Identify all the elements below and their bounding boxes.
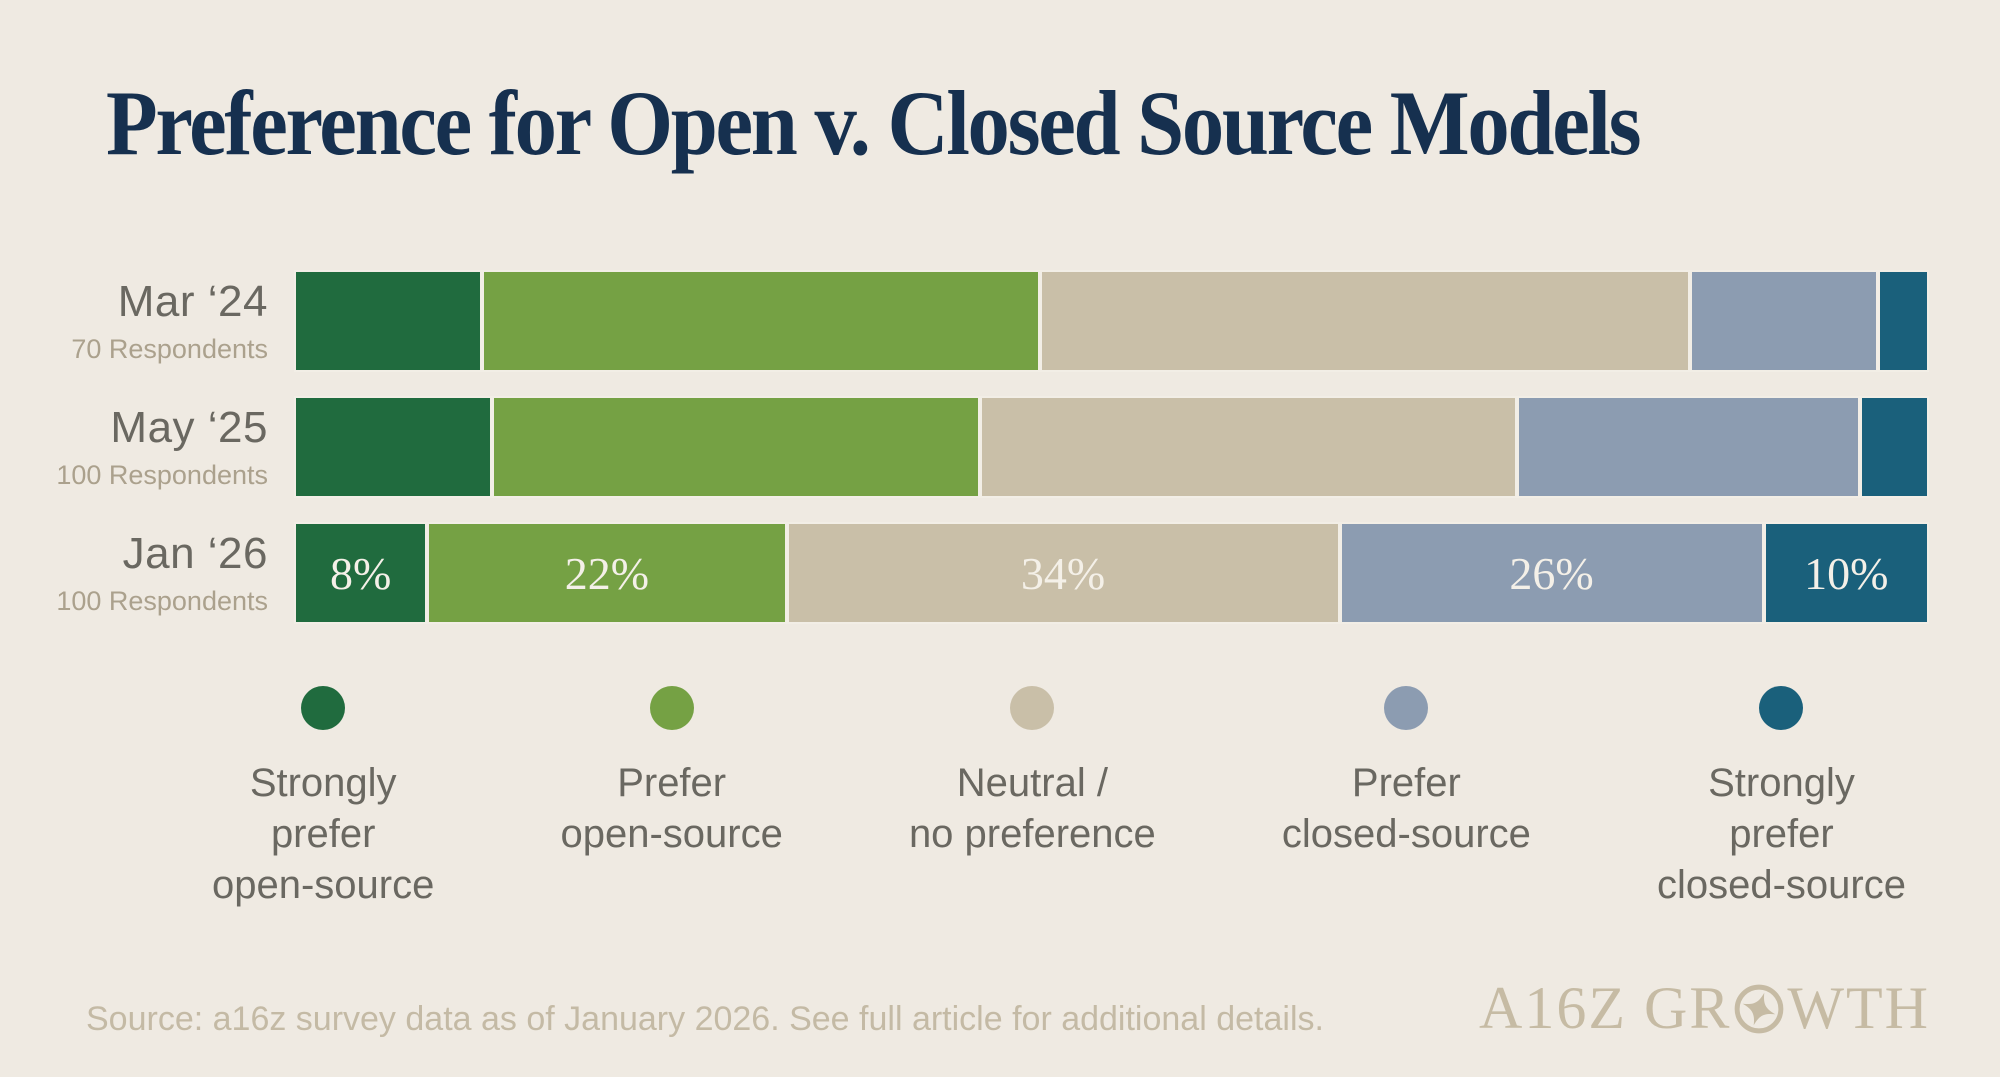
legend-dot: [1384, 686, 1429, 730]
legend-label: Prefer closed-source: [1282, 758, 1531, 860]
segment-value-label: 22%: [564, 547, 650, 599]
segment-value-label: 8%: [329, 547, 392, 599]
row-respondents: 100 Respondents: [56, 586, 268, 616]
row-respondents: 100 Respondents: [56, 460, 268, 490]
legend-label-line: Neutral /: [956, 761, 1108, 805]
segment-value-label: 26%: [1509, 547, 1594, 599]
legend-label: Prefer open-source: [560, 758, 782, 860]
legend-label-line: Strongly: [1708, 761, 1855, 805]
bar-segment-neutral-no-preference: [980, 396, 1518, 498]
bar-segment-prefer-closed-source: [1690, 270, 1879, 372]
legend-label: Neutral / no preference: [909, 758, 1156, 860]
chart-row-jan-26: Jan ‘26 100 Respondents 8% 22% 34% 26% 10%: [56, 522, 1929, 624]
row-period: Mar ‘24: [117, 277, 268, 326]
bar-segment-prefer-closed-source: [1517, 396, 1861, 498]
row-label: Jan ‘26 100 Respondents: [56, 522, 294, 624]
stacked-bar-chart: Mar ‘24 70 Respondents May ‘25 100 Responde…: [56, 270, 1929, 648]
segment-value-label: 34%: [1020, 547, 1106, 599]
row-respondents: 70 Respondents: [71, 334, 268, 364]
legend-label-line: Prefer: [617, 761, 727, 805]
logo-text-right: WTH: [1787, 975, 1930, 1041]
chart-row-mar-24: Mar ‘24 70 Respondents: [71, 270, 1929, 372]
legend-item-neutral-no-preference: Neutral / no preference: [909, 686, 1156, 860]
a16z-growth-logo: A16Z GR WTH: [1479, 974, 1930, 1043]
legend-label: Strongly prefer open-source: [212, 758, 434, 912]
legend-label-line: prefer: [1729, 812, 1834, 857]
bar-segment-prefer-open-source: [491, 396, 981, 498]
source-note: Source: a16z survey data as of January 2…: [86, 1000, 1324, 1038]
legend-label-line: closed-source: [1656, 863, 1906, 908]
row-period: Jan ‘26: [122, 529, 268, 578]
legend-label-line: no preference: [908, 812, 1156, 857]
star-in-circle-o-icon: [1735, 984, 1784, 1033]
legend-label-line: Prefer: [1351, 761, 1461, 805]
row-label: Mar ‘24 70 Respondents: [71, 270, 294, 372]
legend-label: Strongly prefer closed-source: [1657, 758, 1906, 912]
legend-dot: [649, 686, 694, 730]
logo-text-left: A16Z GR: [1479, 975, 1732, 1041]
legend-item-prefer-closed-source: Prefer closed-source: [1282, 686, 1531, 860]
bar-segment-strongly-prefer-open-source: [294, 396, 492, 498]
bar-segment-neutral-no-preference: 34%: [786, 522, 1340, 624]
chart-row-may-25: May ‘25 100 Respondents: [56, 396, 1929, 498]
stacked-bar: [294, 396, 1929, 498]
bar-segment-neutral-no-preference: [1040, 270, 1691, 372]
chart-title: Preference for Open v. Closed Source Mod…: [106, 72, 1642, 174]
legend-label-line: prefer: [270, 812, 376, 857]
bar-segment-strongly-prefer-open-source: 8%: [294, 522, 428, 624]
legend-label-line: closed-source: [1281, 812, 1531, 857]
legend-dot: [1010, 686, 1055, 730]
bar-segment-prefer-open-source: 22%: [427, 522, 787, 624]
bar-segment-strongly-prefer-closed-source: [1860, 396, 1929, 498]
bar-segment-prefer-open-source: [482, 270, 1041, 372]
legend-item-strongly-prefer-open-source: Strongly prefer open-source: [212, 686, 434, 912]
bar-segment-prefer-closed-source: 26%: [1339, 522, 1764, 624]
legend-label-line: Strongly: [249, 761, 397, 805]
bar-segment-strongly-prefer-closed-source: 10%: [1763, 522, 1929, 624]
chart-legend: Strongly prefer open-source Prefer open-sour…: [212, 686, 1906, 912]
bar-segment-strongly-prefer-open-source: [294, 270, 483, 372]
row-period: May ‘25: [110, 403, 268, 452]
stacked-bar: 8% 22% 34% 26% 10%: [294, 522, 1929, 624]
legend-dot: [1759, 686, 1804, 730]
legend-label-line: open-source: [212, 863, 435, 908]
segment-value-label: 10%: [1804, 547, 1889, 599]
bar-segment-strongly-prefer-closed-source: [1878, 270, 1929, 372]
legend-item-prefer-open-source: Prefer open-source: [560, 686, 783, 860]
row-label: May ‘25 100 Respondents: [56, 396, 294, 498]
legend-item-strongly-prefer-closed-source: Strongly prefer closed-source: [1657, 686, 1906, 912]
legend-dot: [301, 686, 346, 730]
legend-label-line: open-source: [560, 812, 783, 857]
stacked-bar: [294, 270, 1929, 372]
